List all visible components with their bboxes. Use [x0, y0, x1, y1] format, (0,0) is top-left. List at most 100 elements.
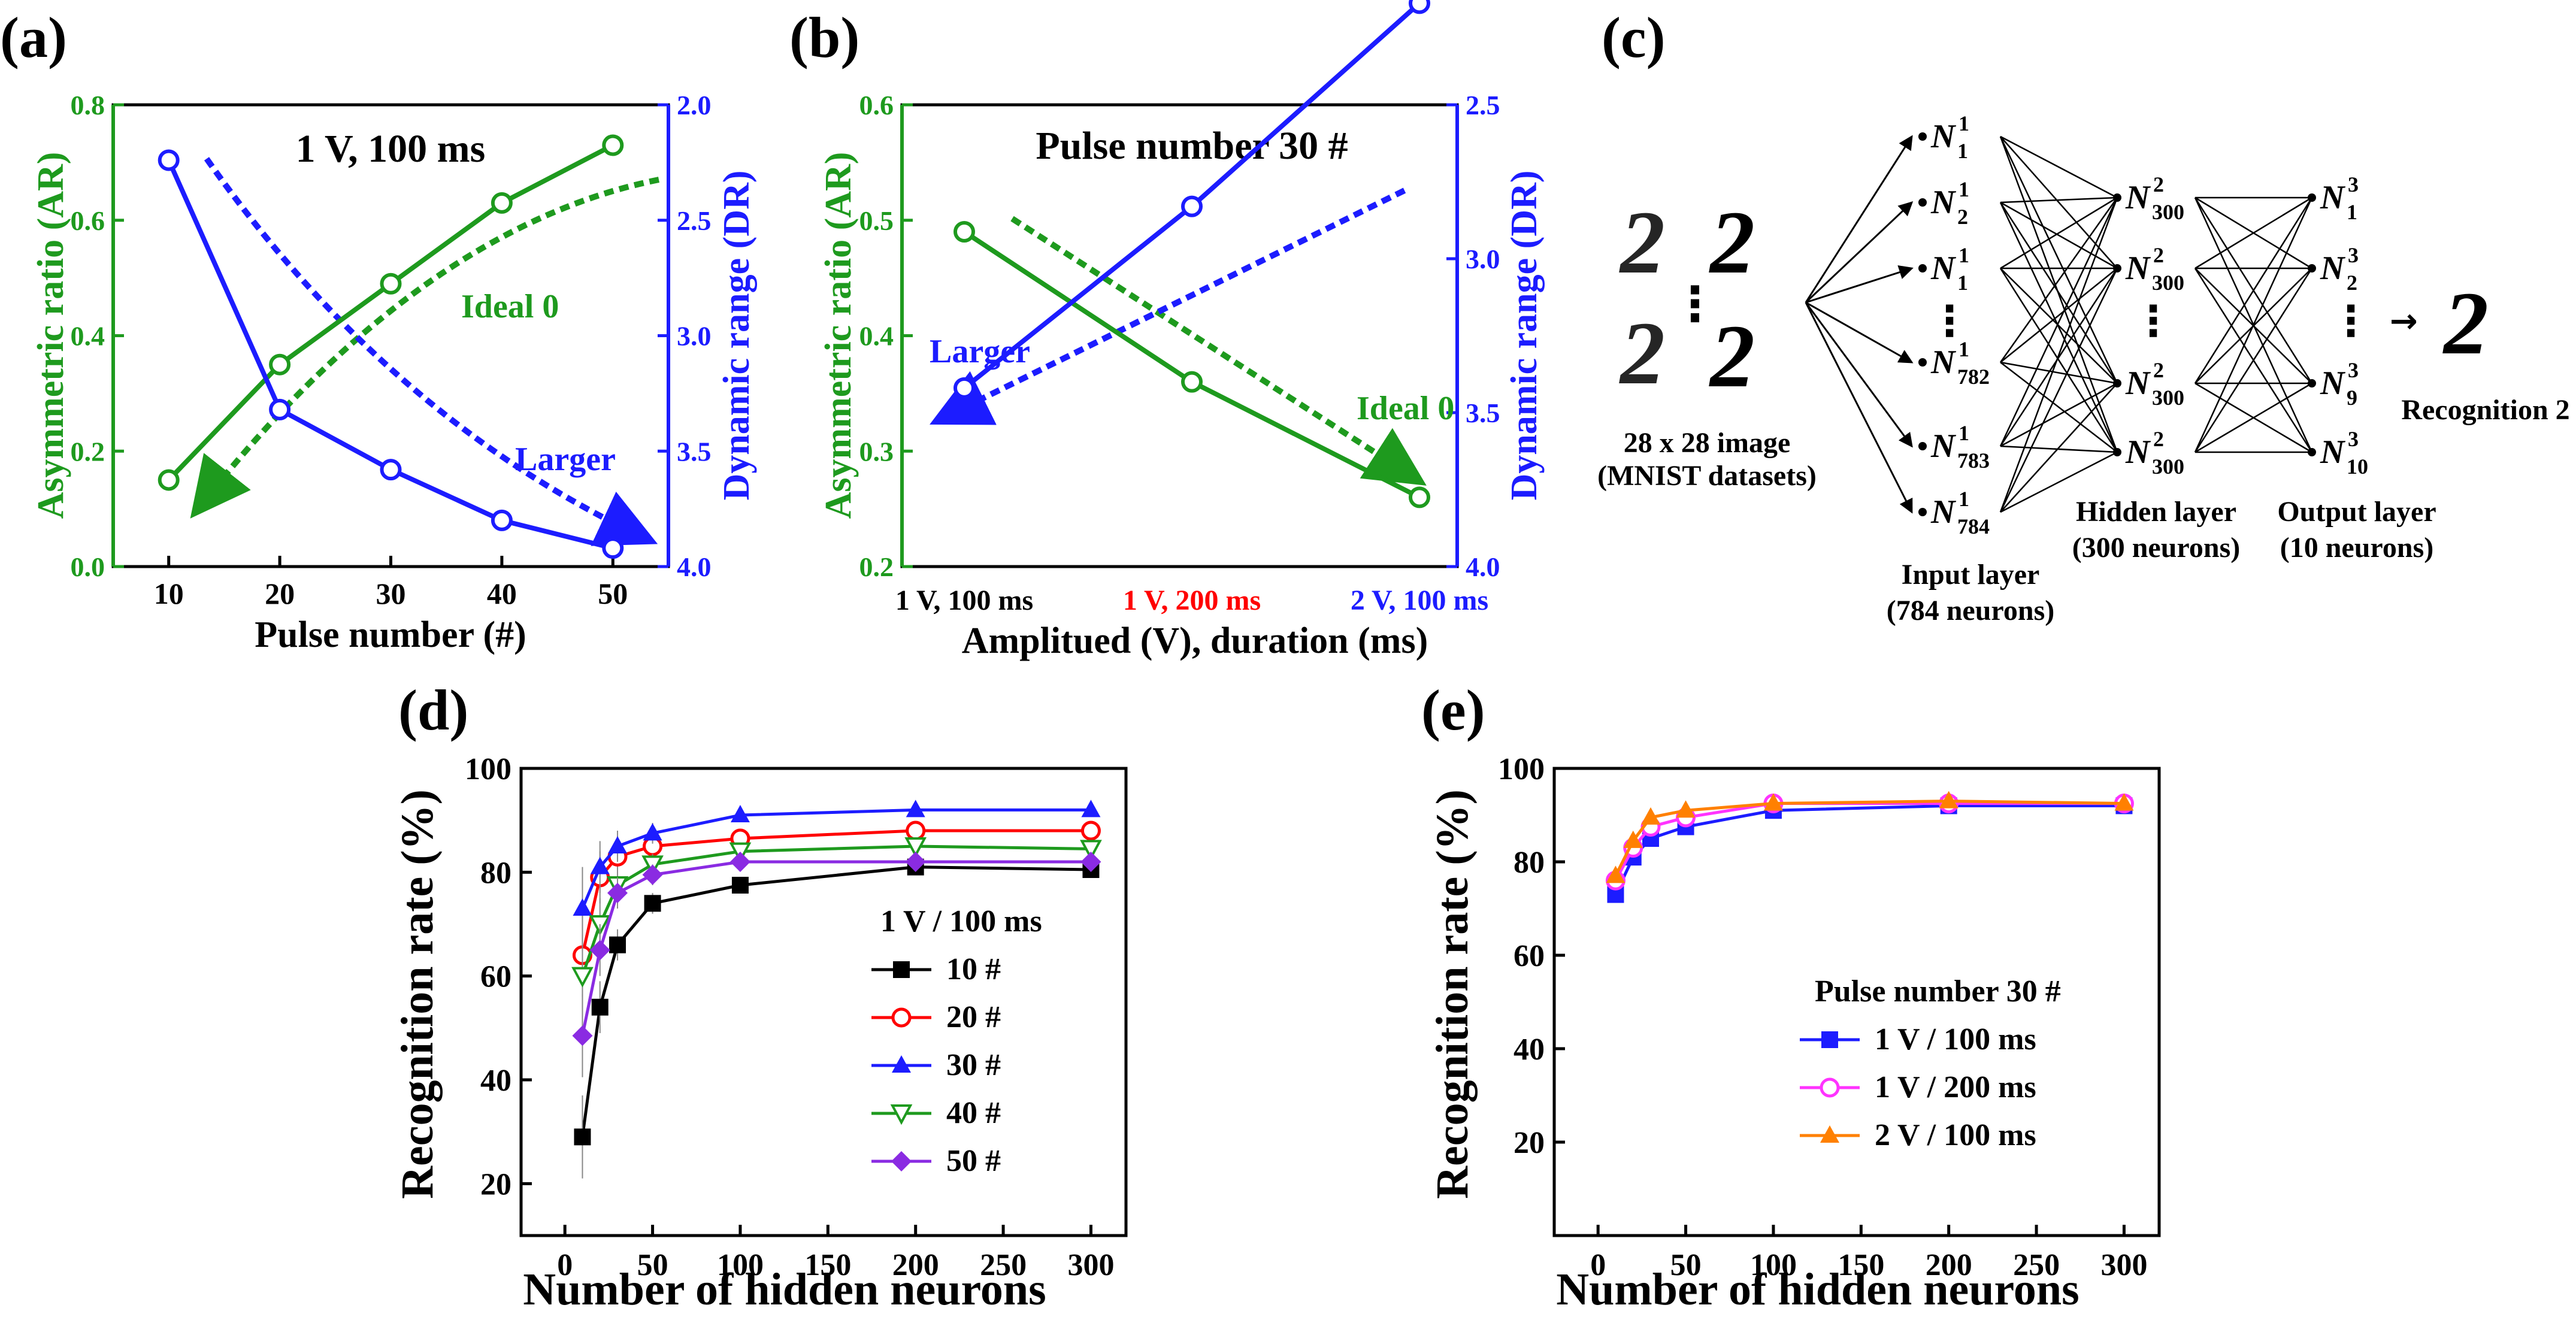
chart-e: 0 50 100 150 200 250 300 20 40 60 80 100 Number of …	[1427, 752, 2161, 1315]
input-hidden-link	[1999, 197, 2118, 363]
data-point	[642, 864, 663, 885]
chart-a-ylabel-left: Asymmetric ratio (AR)	[31, 152, 71, 519]
network-connections	[1805, 135, 2313, 514]
output-neuron-subscript: 10	[2347, 455, 2368, 479]
mnist-digit-3: 2	[1619, 304, 1665, 403]
chart-a-xlabel: Pulse number (#)	[255, 614, 526, 655]
left-tick-label: 0.0	[71, 552, 105, 582]
input-layer-label-2: (784 neurons)	[1887, 595, 2054, 626]
mnist-digit-4: 2	[1709, 307, 1755, 406]
output-neuron-subscript: 2	[2347, 271, 2357, 295]
data-point-AR	[158, 469, 180, 491]
input-neuron-symbol: N	[1930, 428, 1957, 465]
data-point	[1623, 830, 1643, 848]
series-line-AR	[962, 229, 1421, 499]
right-tick-label: 4.0	[1466, 552, 1500, 582]
right-tick-label: 2.0	[677, 90, 712, 120]
chart-a-marks	[158, 134, 624, 559]
hidden-neuron-node	[2113, 448, 2121, 456]
chart-b-ylabel-left: Asymmetric ratio (AR)	[818, 152, 859, 519]
input-hidden-link	[1999, 136, 2118, 453]
hidden-neuron-symbol: N	[2125, 434, 2151, 471]
panel-label-d: (d)	[398, 678, 468, 742]
data-point	[1676, 800, 1696, 818]
chart-a-left-axis: 0.0 0.2 0.4 0.6 0.8	[71, 90, 124, 582]
y-tick-label: 60	[480, 960, 511, 994]
data-point	[608, 836, 628, 853]
x-tick-label: 300	[1067, 1248, 1114, 1282]
data-point	[906, 821, 926, 841]
hidden-ellipsis: ⋮	[2132, 296, 2174, 346]
chart-a-larger-arrow	[204, 157, 658, 546]
hidden-output-link	[2194, 197, 2313, 384]
output-neuron-node	[2308, 379, 2316, 387]
x-tick-label: 50	[637, 1248, 668, 1282]
x-tick-label: 200	[1926, 1248, 1972, 1282]
legend-marker	[1821, 1031, 1838, 1048]
y-tick-label: 20	[480, 1167, 511, 1201]
output-layer-label-2: (10 neurons)	[2280, 532, 2433, 564]
input-neuron-symbol: N	[1930, 184, 1957, 221]
hidden-neuron-node	[2113, 379, 2121, 387]
data-point	[731, 877, 749, 894]
x-category-label: 1 V, 200 ms	[1123, 585, 1261, 616]
data-point	[590, 856, 610, 874]
input-hidden-link	[1999, 202, 2118, 384]
x-tick-label: 40	[487, 577, 517, 610]
data-point	[1606, 865, 1625, 883]
legend-marker	[1820, 1077, 1840, 1098]
chart-b: Pulse number 30 # 0.2 0.3 0.4 0.5 0.6 4.0 3.5…	[818, 0, 1545, 661]
data-point	[1763, 793, 1783, 811]
left-tick-label: 0.6	[859, 90, 894, 120]
input-neuron-node	[1918, 198, 1927, 207]
output-neuron-symbol: N	[2320, 434, 2346, 471]
output-neuron-symbol: N	[2320, 365, 2346, 402]
y-tick-label: 20	[1513, 1126, 1545, 1160]
data-point	[1080, 852, 1101, 872]
data-point	[644, 895, 661, 912]
input-neuron-superscript: 1	[1959, 177, 1969, 201]
legend-label: 40 #	[946, 1096, 1001, 1130]
x-tick-label: 150	[804, 1248, 851, 1282]
mnist-digits: 2 2 2 2	[1619, 193, 1755, 406]
legend-marker	[890, 1104, 913, 1125]
input-neuron-superscript: 1	[1959, 421, 1969, 445]
input-neuron-node	[1918, 442, 1927, 450]
legend-label: 1 V / 200 ms	[1875, 1070, 2036, 1104]
chart-b-ideal-label: Ideal 0	[1357, 390, 1454, 427]
x-tick-label: 300	[2100, 1248, 2147, 1282]
hidden-neuron-superscript: 2	[2153, 358, 2164, 382]
legend-label: 2 V / 100 ms	[1875, 1118, 2036, 1152]
legend-label: 1 V / 100 ms	[1875, 1022, 2036, 1056]
input-hidden-link	[2000, 362, 2118, 453]
data-point	[572, 1025, 593, 1046]
input-neuron-superscript: 1	[1959, 337, 1969, 361]
series-line	[581, 860, 1091, 1036]
output-neuron-superscript: 3	[2348, 427, 2359, 451]
image-ellipsis: ⋮	[1671, 276, 1719, 332]
hidden-neuron-symbol: N	[2125, 250, 2151, 287]
input-hidden-link	[2000, 451, 2118, 513]
input-hidden-link	[2000, 268, 2118, 363]
input-arrow	[1805, 135, 1913, 303]
legend-marker	[891, 1151, 912, 1171]
input-ellipsis: ⋮	[1929, 296, 1970, 346]
x-tick-label: 10	[154, 577, 184, 610]
hidden-neuron-symbol: N	[2125, 365, 2151, 402]
chart-d-xlabel: Number of hidden neurons	[523, 1264, 1046, 1315]
data-point	[1641, 807, 1661, 825]
input-neuron-superscript: 1	[1959, 487, 1969, 511]
input-neuron-symbol: N	[1930, 344, 1957, 381]
input-hidden-link	[1999, 202, 2118, 453]
input-hidden-link	[2000, 361, 2118, 384]
legend-title: 1 V / 100 ms	[880, 904, 1042, 938]
input-arrow	[1805, 302, 1913, 514]
chart-b-ylabel-right: Dynamic range (DR)	[1504, 170, 1545, 500]
recognition-label: Recognition 2	[2401, 394, 2569, 426]
left-tick-label: 0.8	[71, 90, 105, 120]
y-tick-label: 40	[480, 1064, 511, 1098]
input-neuron-symbol: N	[1930, 494, 1957, 531]
legend-label: 50 #	[946, 1144, 1001, 1178]
left-tick-label: 0.4	[859, 321, 894, 352]
